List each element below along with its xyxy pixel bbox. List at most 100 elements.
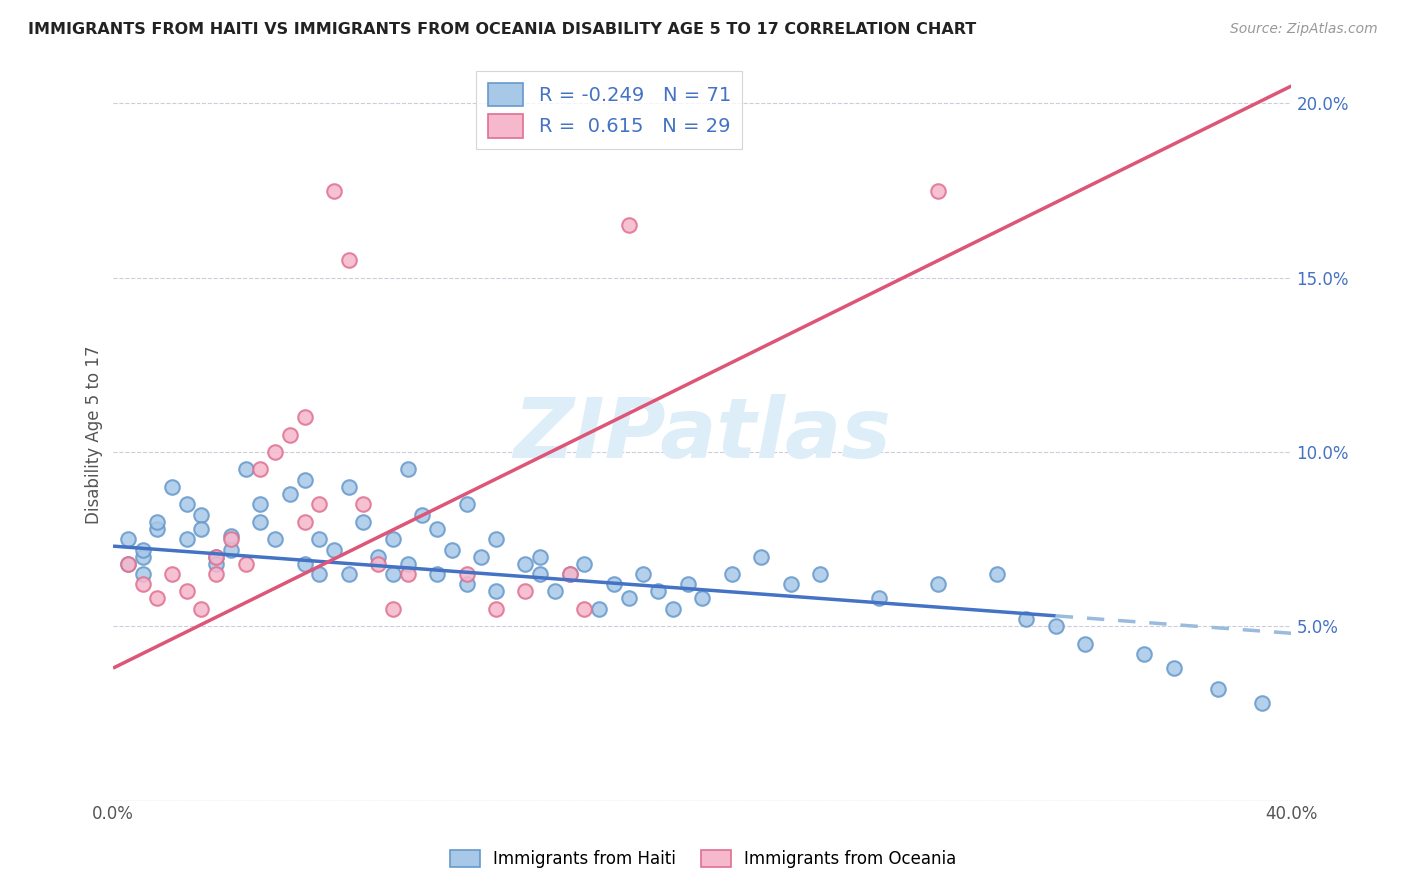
Point — [146, 515, 169, 529]
Point — [294, 473, 316, 487]
Point — [558, 567, 581, 582]
Point — [544, 584, 567, 599]
Point — [294, 557, 316, 571]
Point — [249, 515, 271, 529]
Point — [574, 557, 596, 571]
Point — [927, 577, 949, 591]
Point — [779, 577, 801, 591]
Point — [205, 549, 228, 564]
Point — [205, 549, 228, 564]
Point — [986, 567, 1008, 582]
Point — [160, 567, 183, 582]
Point — [337, 567, 360, 582]
Point — [808, 567, 831, 582]
Point — [456, 567, 478, 582]
Text: IMMIGRANTS FROM HAITI VS IMMIGRANTS FROM OCEANIA DISABILITY AGE 5 TO 17 CORRELAT: IMMIGRANTS FROM HAITI VS IMMIGRANTS FROM… — [28, 22, 976, 37]
Point — [529, 567, 551, 582]
Point — [1015, 612, 1038, 626]
Point — [176, 532, 198, 546]
Point — [176, 497, 198, 511]
Point — [367, 549, 389, 564]
Point — [353, 515, 375, 529]
Point — [264, 445, 287, 459]
Point — [190, 522, 212, 536]
Point — [1133, 647, 1156, 661]
Point — [205, 557, 228, 571]
Text: ZIPatlas: ZIPatlas — [513, 394, 891, 475]
Point — [308, 532, 330, 546]
Point — [1045, 619, 1067, 633]
Point — [294, 515, 316, 529]
Point — [617, 591, 640, 606]
Point — [337, 253, 360, 268]
Point — [426, 567, 449, 582]
Point — [529, 549, 551, 564]
Point — [264, 532, 287, 546]
Point — [205, 567, 228, 582]
Point — [278, 427, 301, 442]
Point — [337, 480, 360, 494]
Point — [146, 591, 169, 606]
Point — [426, 522, 449, 536]
Point — [381, 567, 404, 582]
Point — [485, 584, 508, 599]
Point — [558, 567, 581, 582]
Point — [190, 602, 212, 616]
Point — [146, 522, 169, 536]
Point — [308, 567, 330, 582]
Point — [219, 529, 242, 543]
Point — [308, 497, 330, 511]
Point — [662, 602, 685, 616]
Point — [574, 602, 596, 616]
Point — [381, 532, 404, 546]
Point — [117, 557, 139, 571]
Point — [323, 184, 346, 198]
Point — [131, 542, 153, 557]
Point — [485, 602, 508, 616]
Point — [131, 549, 153, 564]
Point — [381, 602, 404, 616]
Point — [235, 557, 257, 571]
Legend: Immigrants from Haiti, Immigrants from Oceania: Immigrants from Haiti, Immigrants from O… — [443, 843, 963, 875]
Point — [235, 462, 257, 476]
Point — [411, 508, 433, 522]
Y-axis label: Disability Age 5 to 17: Disability Age 5 to 17 — [86, 345, 103, 524]
Point — [456, 577, 478, 591]
Point — [160, 480, 183, 494]
Point — [219, 532, 242, 546]
Point — [294, 410, 316, 425]
Point — [470, 549, 492, 564]
Point — [440, 542, 463, 557]
Point — [485, 532, 508, 546]
Point — [323, 542, 346, 557]
Point — [117, 557, 139, 571]
Point — [588, 602, 610, 616]
Point — [1251, 696, 1274, 710]
Point — [927, 184, 949, 198]
Text: Source: ZipAtlas.com: Source: ZipAtlas.com — [1230, 22, 1378, 37]
Point — [647, 584, 669, 599]
Point — [353, 497, 375, 511]
Point — [749, 549, 772, 564]
Point — [249, 497, 271, 511]
Point — [396, 567, 419, 582]
Point — [396, 557, 419, 571]
Point — [1206, 681, 1229, 696]
Point — [456, 497, 478, 511]
Point — [1163, 661, 1185, 675]
Point — [367, 557, 389, 571]
Point — [633, 567, 655, 582]
Point — [868, 591, 890, 606]
Point — [117, 532, 139, 546]
Point — [617, 219, 640, 233]
Point — [603, 577, 626, 591]
Point — [676, 577, 699, 591]
Point — [176, 584, 198, 599]
Point — [720, 567, 742, 582]
Point — [278, 487, 301, 501]
Point — [515, 584, 537, 599]
Point — [131, 577, 153, 591]
Point — [219, 542, 242, 557]
Legend: R = -0.249   N = 71, R =  0.615   N = 29: R = -0.249 N = 71, R = 0.615 N = 29 — [477, 71, 742, 150]
Point — [249, 462, 271, 476]
